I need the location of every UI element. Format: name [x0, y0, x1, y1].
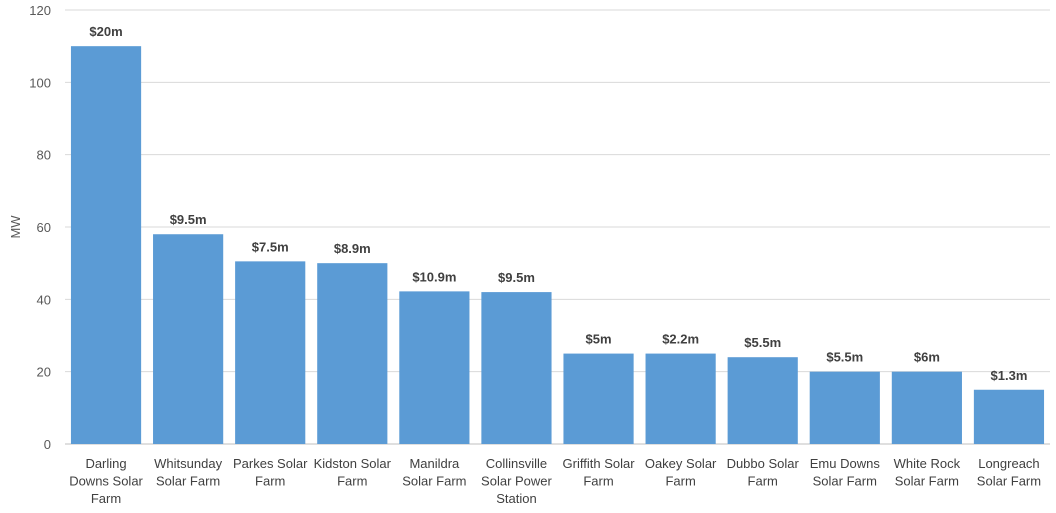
- category-label: Farm: [337, 474, 367, 489]
- category-label: Solar Farm: [813, 474, 877, 489]
- bar: [645, 353, 716, 444]
- data-label: $8.9m: [334, 241, 371, 256]
- y-tick-label: 60: [37, 220, 51, 235]
- y-tick-label: 100: [29, 75, 51, 90]
- bar: [809, 371, 880, 444]
- y-tick-label: 40: [37, 292, 51, 307]
- bar: [153, 234, 224, 444]
- gridlines: [65, 9, 1050, 445]
- bar: [891, 371, 962, 444]
- y-tick-label: 80: [37, 148, 51, 163]
- bar: [727, 357, 798, 444]
- category-label: Solar Farm: [977, 474, 1041, 489]
- category-label: Kidston Solar: [314, 456, 392, 471]
- category-label: Solar Farm: [402, 474, 466, 489]
- category-label: Farm: [255, 474, 285, 489]
- data-label: $1.3m: [991, 368, 1028, 383]
- data-label: $5.5m: [826, 350, 863, 365]
- bar: [481, 292, 552, 444]
- data-label: $10.9m: [412, 269, 456, 284]
- data-label: $9.5m: [498, 270, 535, 285]
- category-label: Farm: [748, 474, 778, 489]
- category-label: Emu Downs: [810, 456, 881, 471]
- y-tick-label: 0: [44, 437, 51, 452]
- x-axis-labels: Darling Downs Solar Farm Whitsunday Solar Fa…: [69, 456, 1041, 506]
- bar: [235, 261, 306, 444]
- category-label: Dubbo Solar: [727, 456, 800, 471]
- category-label: Griffith Solar: [563, 456, 636, 471]
- category-label: Farm: [665, 474, 695, 489]
- category-label: Farm: [583, 474, 613, 489]
- data-label: $7.5m: [252, 239, 289, 254]
- bar: [973, 389, 1045, 444]
- category-label: Downs Solar: [69, 474, 143, 489]
- y-tick-label: 120: [29, 3, 51, 18]
- category-label: White Rock: [894, 456, 961, 471]
- data-label: $5m: [586, 332, 612, 347]
- data-label: $20m: [89, 24, 122, 39]
- bar: [317, 263, 388, 444]
- data-label: $6m: [914, 350, 940, 365]
- category-label: Whitsunday: [154, 456, 222, 471]
- y-tick-label: 20: [37, 365, 51, 380]
- category-label: Farm: [91, 491, 121, 506]
- category-label: Manildra: [409, 456, 460, 471]
- category-label: Parkes Solar: [233, 456, 308, 471]
- category-label: Darling: [85, 456, 126, 471]
- bar: [70, 46, 142, 445]
- y-axis-ticks: 0 20 40 60 80 100 120: [29, 3, 51, 452]
- category-label: Solar Farm: [895, 474, 959, 489]
- category-label: Oakey Solar: [645, 456, 717, 471]
- data-label: $9.5m: [170, 212, 207, 227]
- category-label: Station: [496, 491, 536, 506]
- y-axis-title: MW: [8, 215, 23, 239]
- data-label: $5.5m: [744, 335, 781, 350]
- category-label: Longreach: [978, 456, 1039, 471]
- bar: [399, 291, 470, 444]
- bars: [70, 46, 1045, 445]
- category-label: Solar Farm: [156, 474, 220, 489]
- bar: [563, 353, 634, 444]
- data-label: $2.2m: [662, 332, 699, 347]
- category-label: Solar Power: [481, 474, 552, 489]
- data-labels: $20m $9.5m $7.5m $8.9m $10.9m $9.5m $5m $2.2m $5…: [89, 24, 1027, 383]
- category-label: Collinsville: [486, 456, 547, 471]
